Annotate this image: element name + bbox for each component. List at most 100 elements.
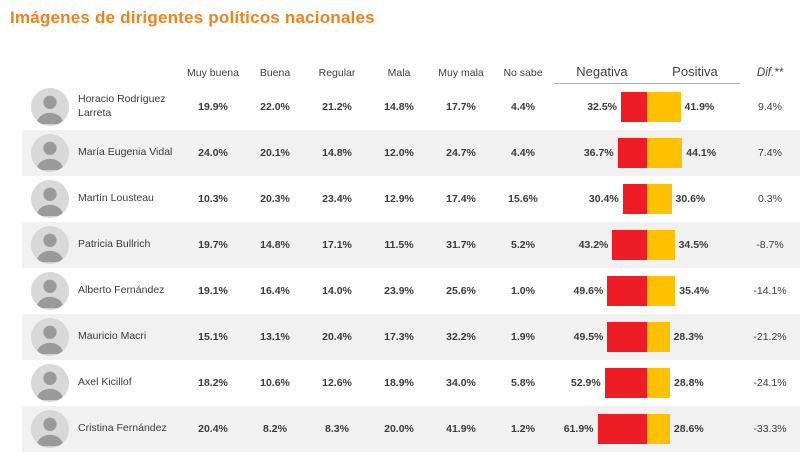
value-muy-mala: 41.9%	[446, 423, 476, 435]
value-muy-buena: 20.4%	[198, 423, 228, 435]
value-mala: 14.8%	[384, 101, 414, 113]
politician-name: Axel Kicillof	[78, 376, 132, 389]
table-row: María Eugenia Vidal 24.0% 20.1% 14.8% 12…	[22, 130, 800, 176]
politician-name: Martín Lousteau	[78, 192, 154, 205]
value-buena: 10.6%	[260, 377, 290, 389]
negative-bar-group: 49.5%	[574, 322, 647, 352]
person-silhouette-icon	[31, 318, 69, 356]
value-buena: 8.2%	[263, 423, 287, 435]
value-no-sabe: 4.4%	[511, 147, 535, 159]
positiva-value: 44.1%	[686, 147, 717, 159]
negative-bar-group: 32.5%	[587, 92, 647, 122]
negativa-value: 49.6%	[573, 285, 604, 297]
positiva-value: 35.4%	[679, 285, 710, 297]
value-muy-mala: 34.0%	[446, 377, 476, 389]
avatar-cell	[22, 410, 78, 448]
negativa-value: 61.9%	[563, 423, 594, 435]
value-buena: 22.0%	[260, 101, 290, 113]
positive-bar	[647, 138, 683, 168]
avatar-cell	[22, 318, 78, 356]
table-row: Mauricio Macri 15.1% 13.1% 20.4% 17.3% 3…	[22, 314, 800, 360]
person-silhouette-icon	[31, 410, 69, 448]
positive-bar	[647, 92, 681, 122]
avatar	[31, 88, 69, 126]
value-mala: 11.5%	[384, 239, 414, 251]
person-silhouette-icon	[31, 180, 69, 218]
report-page: Imágenes de dirigentes políticos naciona…	[10, 8, 800, 452]
avatar-cell	[22, 364, 78, 402]
politician-name: Patricia Bullrich	[78, 238, 151, 251]
diverging-bars: 49.5% 28.3%	[554, 314, 740, 360]
positive-bar-group: 35.4%	[647, 276, 709, 306]
politician-name: Mauricio Macri	[78, 330, 147, 343]
positiva-value: 28.6%	[673, 423, 704, 435]
table-row: Cristina Fernández 20.4% 8.2% 8.3% 20.0%…	[22, 406, 800, 452]
value-mala: 17.3%	[384, 331, 414, 343]
value-no-sabe: 1.9%	[511, 331, 535, 343]
positive-bar	[647, 184, 672, 214]
value-mala: 12.0%	[384, 147, 414, 159]
positiva-value: 30.6%	[675, 193, 706, 205]
avatar	[31, 364, 69, 402]
positive-bar-group: 28.3%	[647, 322, 703, 352]
page-title: Imágenes de dirigentes políticos naciona…	[10, 8, 375, 27]
dif-value: -14.1%	[753, 285, 787, 297]
positiva-value: 28.3%	[673, 331, 704, 343]
value-muy-buena: 19.9%	[198, 101, 228, 113]
positiva-header: Positiva	[672, 64, 718, 79]
dif-value: -33.3%	[753, 423, 787, 435]
negativa-value: 49.5%	[573, 331, 604, 343]
positive-bar-group: 28.6%	[647, 414, 704, 444]
negative-bar	[621, 92, 647, 122]
negativa-value: 43.2%	[578, 239, 609, 251]
column-header-muy-buena: Muy buena	[187, 67, 239, 79]
positive-bar-group: 34.5%	[647, 230, 708, 260]
value-buena: 20.1%	[260, 147, 290, 159]
value-muy-buena: 19.7%	[198, 239, 228, 251]
value-mala: 20.0%	[384, 423, 414, 435]
diverging-bars: 49.6% 35.4%	[554, 268, 740, 314]
negativa-value: 30.4%	[588, 193, 619, 205]
diverging-bars: 61.9% 28.6%	[554, 406, 740, 452]
diverging-bars: 30.4% 30.6%	[554, 176, 740, 222]
value-no-sabe: 4.4%	[511, 101, 535, 113]
person-silhouette-icon	[31, 88, 69, 126]
value-regular: 21.2%	[322, 101, 352, 113]
negative-bar	[604, 368, 647, 398]
value-muy-buena: 24.0%	[198, 147, 228, 159]
diverging-bars: 32.5% 41.9%	[554, 84, 740, 130]
table-header: Muy buena Buena Regular Mala Muy mala No…	[22, 58, 800, 84]
column-header-buena: Buena	[259, 67, 291, 79]
positiva-value: 34.5%	[678, 239, 709, 251]
value-muy-mala: 17.4%	[446, 193, 476, 205]
dif-value: 9.4%	[758, 101, 782, 113]
negative-bar	[607, 276, 647, 306]
negativa-value: 36.7%	[583, 147, 614, 159]
person-silhouette-icon	[31, 272, 69, 310]
value-no-sabe: 15.6%	[508, 193, 538, 205]
negativa-value: 52.9%	[570, 377, 601, 389]
avatar-cell	[22, 180, 78, 218]
negative-bar-group: 30.4%	[589, 184, 647, 214]
column-header-regular: Regular	[318, 67, 356, 79]
avatar	[31, 318, 69, 356]
positive-bar-group: 28.8%	[647, 368, 704, 398]
avatar	[31, 180, 69, 218]
positive-bar	[647, 230, 675, 260]
negative-bar	[607, 322, 647, 352]
negativa-header: Negativa	[576, 64, 628, 79]
table-row: Horacio Rodríguez Larreta 19.9% 22.0% 21…	[22, 84, 800, 130]
value-regular: 14.0%	[322, 285, 352, 297]
value-regular: 14.8%	[322, 147, 352, 159]
table-row: Axel Kicillof 18.2% 10.6% 12.6% 18.9% 34…	[22, 360, 800, 406]
value-muy-mala: 31.7%	[446, 239, 476, 251]
column-header-mala: Mala	[387, 67, 411, 79]
positiva-value: 41.9%	[684, 101, 715, 113]
negative-bar	[617, 138, 647, 168]
dif-value: 0.3%	[758, 193, 782, 205]
dif-value: -21.2%	[753, 331, 787, 343]
table-body: Horacio Rodríguez Larreta 19.9% 22.0% 21…	[22, 84, 800, 452]
negativa-value: 32.5%	[587, 101, 617, 113]
value-regular: 12.6%	[322, 377, 352, 389]
diverging-bars: 52.9% 28.8%	[554, 360, 740, 406]
